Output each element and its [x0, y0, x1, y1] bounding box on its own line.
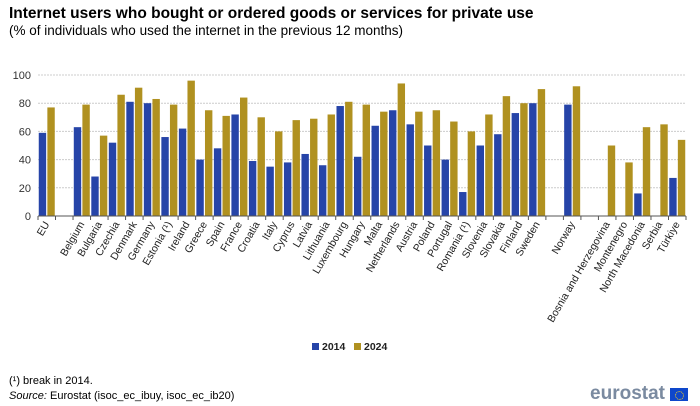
- x-tick-label: EU: [35, 220, 53, 239]
- y-tick-label: 20: [19, 183, 31, 195]
- bar-2024: [450, 121, 458, 216]
- bar-2024: [502, 96, 511, 216]
- bar-2014: [108, 142, 117, 216]
- bar-2024: [397, 83, 406, 217]
- bar-2024: [117, 94, 125, 216]
- bar-2014: [406, 124, 414, 216]
- source-label: Source:: [9, 390, 47, 402]
- bar-2024: [485, 114, 493, 216]
- bar-2024: [222, 115, 230, 216]
- bar-2024: [607, 145, 616, 216]
- footnote: (¹) break in 2014.: [9, 375, 93, 387]
- eurostat-logo: eurostat: [590, 383, 688, 405]
- bar-2024: [99, 135, 108, 216]
- bar-2024: [82, 104, 90, 216]
- bar-2024: [204, 110, 213, 216]
- bar-2014: [389, 110, 397, 216]
- bar-2014: [196, 159, 204, 216]
- bar-2024: [345, 101, 353, 216]
- chart-title: Internet users who bought or ordered goo…: [9, 5, 534, 22]
- legend-swatch-2024: [354, 343, 361, 350]
- bar-2014: [301, 153, 309, 216]
- bar-2014: [161, 137, 169, 216]
- bar-2014: [91, 176, 99, 216]
- bar-2024: [660, 124, 668, 216]
- bar-2014: [73, 127, 82, 216]
- bar-2024: [187, 80, 195, 216]
- source-text: Eurostat (isoc_ec_ibuy, isoc_ec_ib20): [49, 390, 235, 402]
- bar-2014: [336, 106, 344, 216]
- bar-2014: [354, 156, 362, 216]
- logo-text: eurostat: [590, 383, 665, 404]
- bar-2014: [248, 161, 257, 216]
- source-line: Source: Eurostat (isoc_ec_ibuy, isoc_ec_…: [9, 390, 234, 402]
- bar-2024: [134, 87, 143, 216]
- bar-2024: [310, 118, 318, 216]
- bar-2024: [327, 114, 335, 216]
- bar-2024: [380, 111, 388, 216]
- y-tick-label: 40: [19, 155, 31, 167]
- legend-label: 2014: [322, 341, 346, 353]
- y-tick-label: 0: [25, 211, 31, 223]
- bar-2014: [38, 132, 47, 216]
- bar-2024: [537, 89, 546, 216]
- bar-2024: [47, 107, 55, 216]
- bar-2024: [520, 103, 528, 216]
- bar-2014: [143, 103, 152, 216]
- bar-2024: [432, 110, 441, 216]
- bar-2024: [572, 86, 581, 216]
- y-tick-label: 60: [19, 126, 31, 138]
- bar-2014: [266, 166, 274, 216]
- y-tick-label: 80: [19, 98, 31, 110]
- bar-2014: [441, 159, 449, 216]
- bar-2014: [213, 148, 222, 216]
- bar-2024: [169, 104, 178, 216]
- bar-2014: [371, 125, 379, 216]
- bar-2024: [257, 117, 265, 216]
- bar-2024: [292, 120, 300, 216]
- bar-2014: [126, 101, 134, 216]
- bar-2024: [362, 104, 370, 216]
- bar-2014: [318, 165, 327, 216]
- bar-2024: [415, 111, 423, 216]
- bar-2014: [511, 113, 520, 216]
- bar-2014: [178, 128, 187, 216]
- bar-2024: [642, 127, 651, 216]
- bar-2024: [677, 139, 686, 216]
- y-tick-label: 100: [13, 70, 31, 82]
- eu-flag-icon: [670, 387, 688, 401]
- bar-2024: [275, 131, 283, 216]
- bar-2014: [529, 103, 537, 216]
- bar-2014: [459, 192, 467, 216]
- bar-2024: [625, 162, 633, 216]
- bar-2014: [283, 162, 292, 216]
- legend-swatch-2014: [312, 343, 319, 350]
- bar-2014: [669, 177, 677, 216]
- bar-2014: [231, 114, 239, 216]
- bar-2014: [424, 145, 432, 216]
- bar-2024: [467, 131, 476, 216]
- legend-label: 2024: [364, 341, 388, 353]
- bar-2024: [152, 98, 160, 216]
- bar-2014: [634, 193, 642, 216]
- bar-2014: [476, 145, 484, 216]
- bar-2014: [494, 134, 502, 216]
- bar-2014: [564, 104, 572, 216]
- chart-subtitle: (% of individuals who used the internet …: [9, 23, 403, 38]
- x-tick-label: Norway: [550, 219, 579, 256]
- bar-2024: [240, 97, 248, 216]
